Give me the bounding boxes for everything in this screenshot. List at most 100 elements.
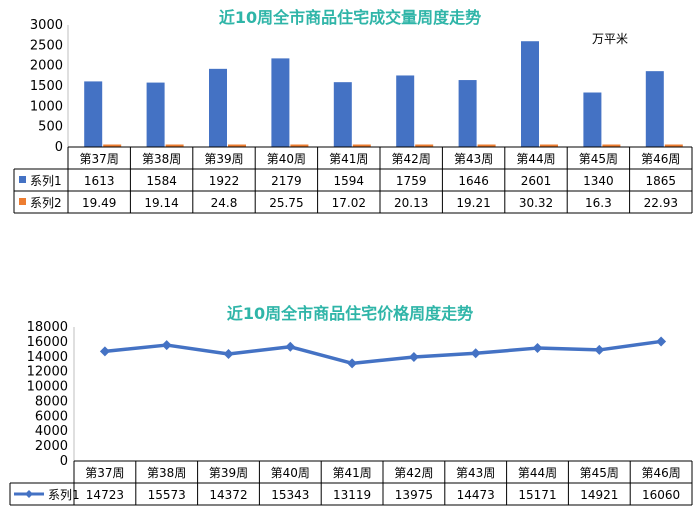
data-label-series1: 1759 [396,174,427,188]
y-tick-label: 12000 [27,365,68,380]
bar-series2 [290,144,309,147]
data-point-marker [656,336,667,347]
data-point-marker [347,358,358,369]
data-label-series1: 15343 [271,488,309,502]
price-line-chart: 0200040006000800010000120001400016000180… [9,320,693,506]
category-label: 第42周 [394,466,433,480]
category-label: 第37周 [80,152,119,166]
y-tick-label: 2500 [30,38,63,53]
y-tick-label: 4000 [35,424,68,439]
bar-series2 [165,144,184,147]
category-label: 第41周 [332,466,371,480]
bar-series2 [228,144,246,147]
y-tick-label: 8000 [35,394,68,409]
category-label: 第46周 [641,152,680,166]
y-tick-label: 1500 [30,79,63,94]
bar-series1 [271,58,290,148]
data-label-series2: 22.93 [644,196,678,210]
data-point-marker [594,344,605,355]
legend-label-series1: 系列1 [48,488,80,502]
data-label-series2: 19.21 [456,196,490,210]
data-label-series1: 1613 [84,174,115,188]
data-label-series2: 16.3 [585,196,612,210]
legend-key-marker [25,490,33,498]
chart2-title: 近10周全市商品住宅价格周度走势 [226,304,474,323]
legend-label-series2: 系列2 [30,196,62,210]
data-label-series2: 24.8 [211,196,238,210]
y-tick-label: 500 [38,120,63,135]
y-tick-label: 1000 [30,99,63,114]
series-line [104,339,662,366]
y-tick-label: 2000 [30,59,63,74]
category-label: 第46周 [641,466,680,480]
legend-label-series1: 系列1 [30,174,62,188]
data-label-series1: 1922 [209,174,240,188]
data-label-series1: 14473 [457,488,495,502]
data-label-series1: 14372 [209,488,247,502]
data-label-series2: 20.13 [394,196,428,210]
bar-series1 [583,92,602,147]
y-tick-label: 0 [55,140,63,155]
data-label-series1: 1584 [146,174,177,188]
data-label-series2: 30.32 [519,196,553,210]
category-label: 第44周 [518,466,557,480]
category-label: 第42周 [392,152,431,166]
data-label-series2: 25.75 [269,196,303,210]
data-label-series2: 19.49 [82,196,116,210]
data-label-series1: 15573 [148,488,186,502]
data-label-series1: 2601 [521,174,552,188]
data-point-marker [285,341,296,352]
bar-series1 [333,82,352,147]
y-tick-label: 0 [60,454,68,469]
category-label: 第38周 [147,466,186,480]
data-label-series1: 14921 [580,488,618,502]
chart1-title: 近10周全市商品住宅成交量周度走势 [218,8,482,27]
y-tick-label: 14000 [27,350,68,365]
category-label: 第44周 [516,152,555,166]
bar-series1 [521,41,539,148]
category-label: 第39周 [209,466,248,480]
bar-series2 [352,144,371,147]
data-label-series1: 13119 [333,488,371,502]
chart1-unit-label: 万平米 [592,32,629,46]
legend-key-series1 [19,176,26,183]
data-label-series1: 14723 [86,488,124,502]
legend-key-series2 [19,198,26,205]
bar-series2 [103,144,122,147]
y-tick-label: 3000 [30,18,63,33]
category-label: 第45周 [579,152,618,166]
data-label-series1: 13975 [395,488,433,502]
data-label-series1: 1340 [583,174,614,188]
category-label: 第38周 [142,152,181,166]
data-label-series1: 15171 [518,488,556,502]
data-point-marker [99,346,110,357]
bar-series1 [458,80,477,147]
bar-series2 [477,144,496,147]
data-label-series1: 1594 [334,174,365,188]
data-point-marker [161,340,172,351]
bar-series1 [146,82,165,147]
bar-series1 [645,71,664,147]
data-label-series2: 19.14 [144,196,178,210]
bar-series1 [209,68,227,147]
data-label-series1: 2179 [271,174,302,188]
category-label: 第43周 [456,466,495,480]
category-label: 第43周 [454,152,493,166]
y-tick-label: 2000 [35,439,68,454]
bar-series1 [84,81,103,147]
category-label: 第40周 [267,152,306,166]
data-label-series1: 1646 [458,174,489,188]
y-tick-label: 16000 [27,335,68,350]
data-label-series1: 16060 [642,488,680,502]
bar-series2 [602,144,621,147]
category-label: 第45周 [580,466,619,480]
data-point-marker [532,343,543,354]
bar-series1 [396,75,415,147]
data-point-marker [470,348,481,359]
data-point-marker [223,349,234,360]
data-label-series2: 17.02 [332,196,366,210]
category-label: 第37周 [85,466,124,480]
bar-series2 [540,144,558,147]
y-tick-label: 6000 [35,409,68,424]
category-label: 第41周 [329,152,368,166]
